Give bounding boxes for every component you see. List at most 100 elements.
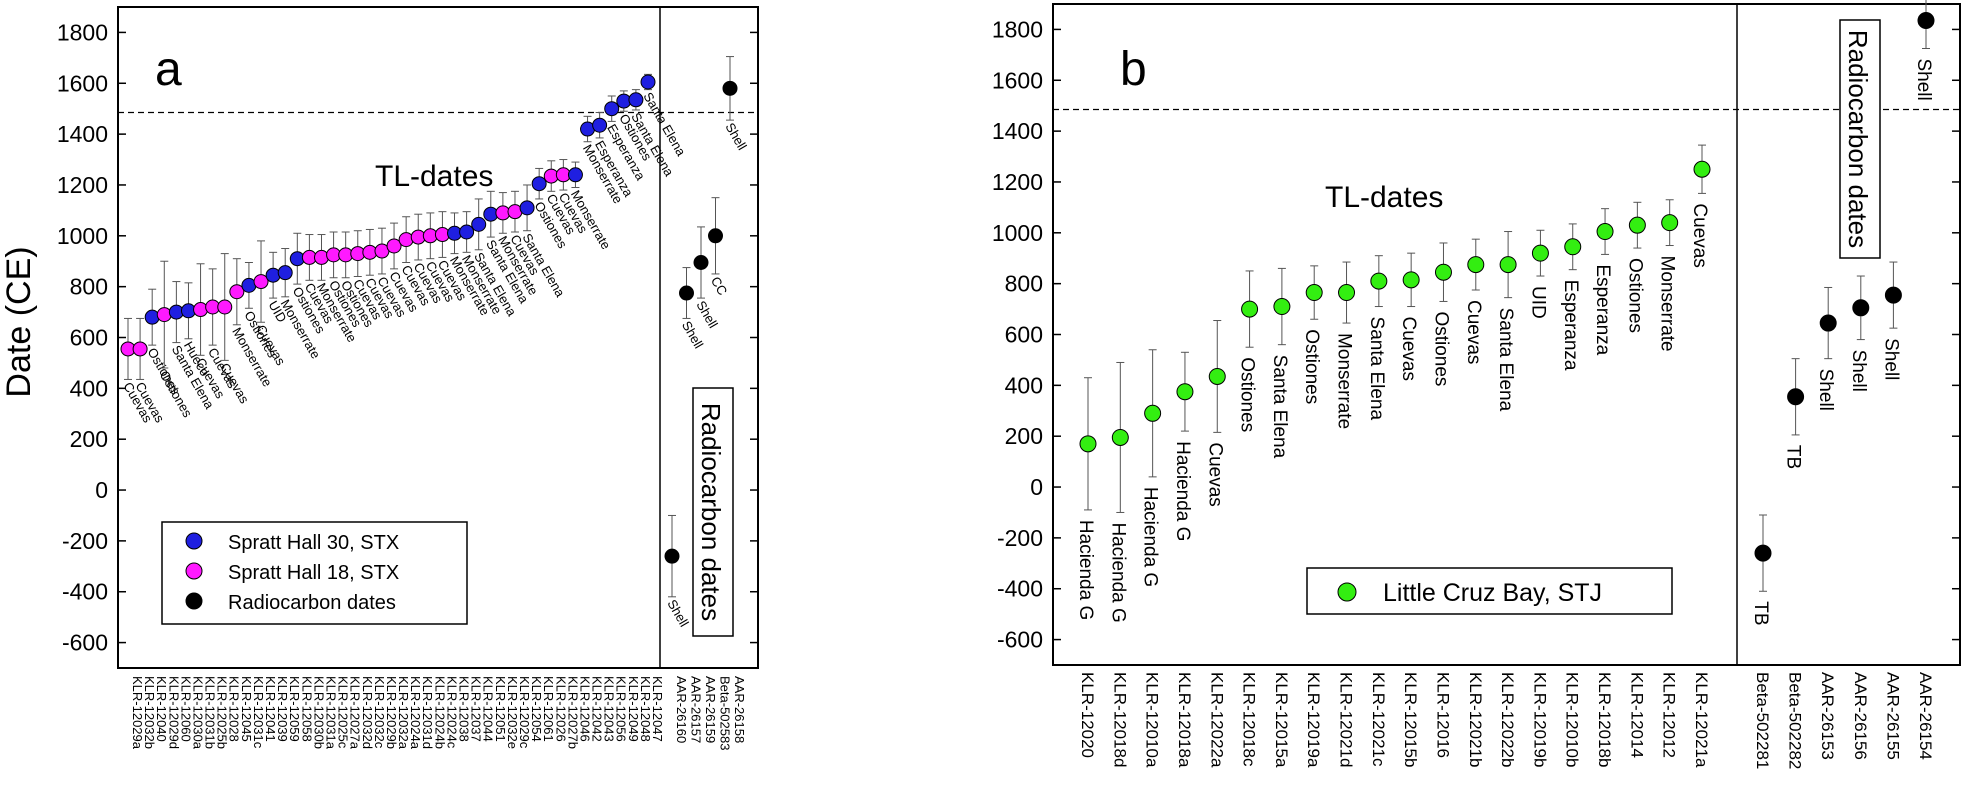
panel-a-ytick-label: -200 [62, 528, 108, 554]
panel-b-point [1693, 160, 1711, 178]
panel-b-point [1111, 428, 1129, 446]
panel-b-tl-label: TL-dates [1325, 181, 1443, 214]
panel-b-sample-label: Beta-502282 [1786, 672, 1805, 769]
panel-b-sample-label: KLR-12022b [1498, 672, 1517, 767]
panel-a-point [693, 255, 709, 271]
panel-a-sample-label: KLR-12043 [602, 676, 617, 742]
panel-a-point [471, 216, 487, 232]
panel-a-site-label: Shell [722, 120, 749, 153]
panel-b-sample-label: KLR-12018d [1110, 672, 1129, 767]
panel-b-plot: -600 -400 -200 0 200 400 600 800 1000 1200 1400 160… [992, 0, 1961, 769]
panel-b-point [1628, 216, 1646, 234]
panel-b-site-label: Santa Elena [1366, 317, 1387, 421]
panel-b-sample-label: KLR-12016 [1433, 672, 1452, 758]
panel-a-ytick-label: 1200 [57, 172, 108, 198]
panel-b-ytick-label: -200 [997, 525, 1043, 551]
panel-a-ytick-label: -400 [62, 579, 108, 605]
panel-b-radiocarbon-label: Radiocarbon dates [1843, 30, 1873, 248]
panel-a-site-label: CC [708, 274, 730, 298]
panel-a-point [722, 80, 738, 96]
panel-b-point [1241, 300, 1259, 318]
panel-a-point [640, 74, 656, 90]
panel-a-point [144, 309, 160, 325]
panel-b-site-label: Monserrate [1657, 256, 1678, 352]
panel-b-site-label: Cuevas [1204, 442, 1225, 506]
panel-a-sample-label: KLR-12042 [590, 676, 605, 742]
panel-b-legend: Little Cruz Bay, STJ [1306, 567, 1673, 615]
panel-b-site-label: TB [1783, 445, 1804, 469]
panel-a-point [313, 249, 329, 265]
panel-b-sample-label: KLR-12018a [1175, 672, 1194, 768]
panel-b-site-label: Ostiones [1237, 357, 1258, 432]
panel-a-sample-label: KLR-12054 [529, 676, 544, 742]
panel-a-point [277, 265, 293, 281]
panel-b-point [1467, 256, 1485, 274]
panel-a-point [386, 238, 402, 254]
panel-b-site-label: Esperanza [1592, 264, 1613, 355]
panel-b-point [1754, 544, 1772, 562]
panel-a-point [592, 117, 608, 133]
panel-a-sample-label: KLR-12047 [650, 676, 665, 742]
panel-b-site-label: Monserrate [1334, 333, 1355, 429]
panel-a-tl-label: TL-dates [375, 160, 493, 193]
panel-a-legend-label: Radiocarbon dates [228, 592, 396, 614]
panel-b-point [1144, 404, 1162, 422]
panel-a-sample-label: KLR-12060 [178, 676, 193, 742]
panel-b-site-label: UID [1527, 286, 1548, 319]
panel-b-sample-label: KLR-12014 [1627, 672, 1646, 758]
panel-a-ytick-label: 0 [95, 477, 108, 503]
panel-b-point [1819, 314, 1837, 332]
panel-b-ytick-label: 600 [1005, 322, 1043, 348]
panel-a-ytick-label: 800 [70, 274, 108, 300]
panel-a-ytick-label: 1600 [57, 70, 108, 96]
panel-b-site-label: Hacienda G [1172, 441, 1193, 541]
panel-a-sample-label: AAR-26160 [674, 676, 689, 743]
panel-b-radiocarbon-box [1839, 19, 1881, 259]
panel-a-site-label: Shell [693, 298, 720, 331]
panel-b-point [1596, 223, 1614, 241]
panel-a-sample-label: KLR-12030a [190, 676, 205, 750]
panel-a-sample-label: KLR-12061 [541, 676, 556, 742]
panel-b-site-label: Esperanza [1560, 280, 1581, 371]
panel-a-point [519, 200, 535, 216]
panel-a-sample-label: KLR-12046 [577, 676, 592, 742]
panel-a-sample-label: AAR-26158 [732, 676, 747, 743]
panel-b-sample-label: KLR-12021d [1337, 672, 1356, 767]
panel-b-site-label: TB [1750, 601, 1771, 625]
panel-a-point [708, 228, 723, 244]
y-axis-label: Date (CE) [0, 246, 38, 397]
panel-a-sample-label: KLR-12045 [239, 676, 254, 742]
panel-a-point [156, 307, 172, 323]
panel-a-site-label: Shell [664, 597, 691, 630]
panel-a-sample-label: KLR-12059 [287, 676, 302, 742]
panel-a-sample-label: KLR-12040 [154, 676, 169, 742]
panel-a-point [398, 232, 414, 248]
panel-b-legend-marker [1337, 582, 1357, 602]
panel-a-sample-label: Beta-502583 [718, 676, 733, 750]
panel-b-point [1852, 299, 1870, 317]
panel-b-sample-label: KLR-12020 [1078, 672, 1097, 758]
panel-b-ytick-label: -600 [997, 627, 1043, 653]
panel-b-point [1370, 272, 1388, 290]
panel-b-ytick-label: -400 [997, 576, 1043, 602]
panel-a-sample-label: KLR-12032e [505, 676, 520, 749]
panel-b-sample-label: AAR-26154 [1916, 672, 1935, 760]
panel-b-sample-label: KLR-12012 [1660, 672, 1679, 758]
panel-a-ytick-label: -600 [62, 630, 108, 656]
panel-b-ytick-label: 1200 [992, 169, 1043, 195]
panel-a-point [664, 548, 680, 564]
panel-b-sample-label: KLR-12021a [1692, 672, 1711, 768]
panel-a-legend-marker [185, 562, 203, 580]
panel-a-sample-label: KLR-12029a [130, 676, 145, 750]
panel-a-ytick-label: 1400 [57, 121, 108, 147]
panel-b-sample-label: AAR-26155 [1883, 672, 1902, 760]
panel-b-site-label: Hacienda G [1107, 522, 1128, 622]
panel-a-sample-label: KLR-12027b [565, 676, 580, 749]
panel-b-ytick-label: 1800 [992, 16, 1043, 42]
panel-b-label: b [1120, 43, 1147, 96]
panel-b-legend-label: Little Cruz Bay, STJ [1383, 579, 1602, 607]
panel-a-sample-label: KLR-12027a [348, 676, 363, 750]
panel-b-sample-label: KLR-12015b [1401, 672, 1420, 767]
panel-b-ytick-label: 400 [1005, 372, 1043, 398]
panel-a-sample-label: KLR-12049 [626, 676, 641, 742]
